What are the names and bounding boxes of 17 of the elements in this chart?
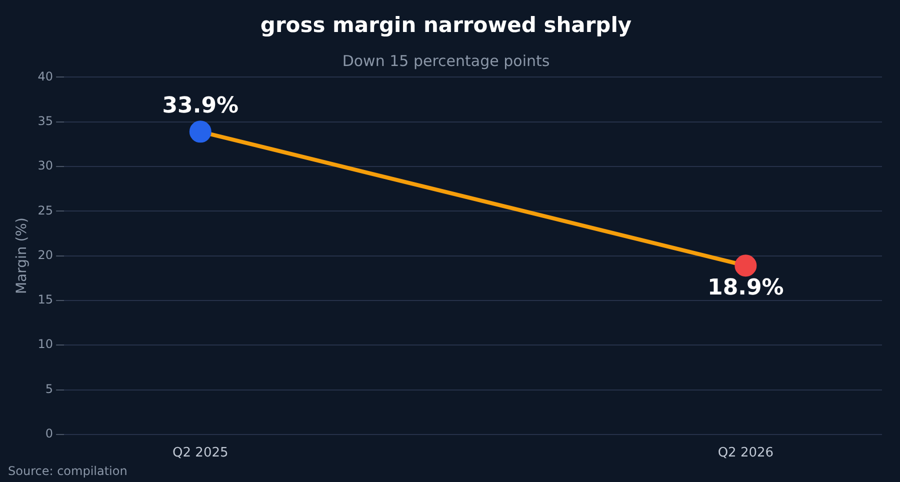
y-tick-label: 20	[38, 248, 54, 262]
y-tick-label: 10	[38, 337, 54, 352]
y-axis-title: Margin (%)	[14, 218, 30, 294]
data-label: 33.9%	[162, 93, 239, 118]
y-tick-label: 0	[45, 426, 54, 441]
y-tick-label: 35	[38, 114, 54, 128]
x-tick-label: Q2 2025	[172, 446, 228, 461]
y-tick-label: 25	[38, 203, 54, 218]
y-tick-label: 15	[38, 292, 54, 307]
data-label: 18.9%	[708, 275, 784, 300]
chart-title: gross margin narrowed sharply	[260, 13, 632, 38]
y-tick-label: 5	[45, 382, 54, 396]
x-tick-label: Q2 2026	[718, 446, 774, 461]
y-tick-label: 30	[38, 158, 54, 173]
y-tick-label: 40	[38, 69, 54, 84]
source-note: Source: compilation	[8, 464, 128, 478]
chart-subtitle: Down 15 percentage points	[342, 52, 550, 70]
